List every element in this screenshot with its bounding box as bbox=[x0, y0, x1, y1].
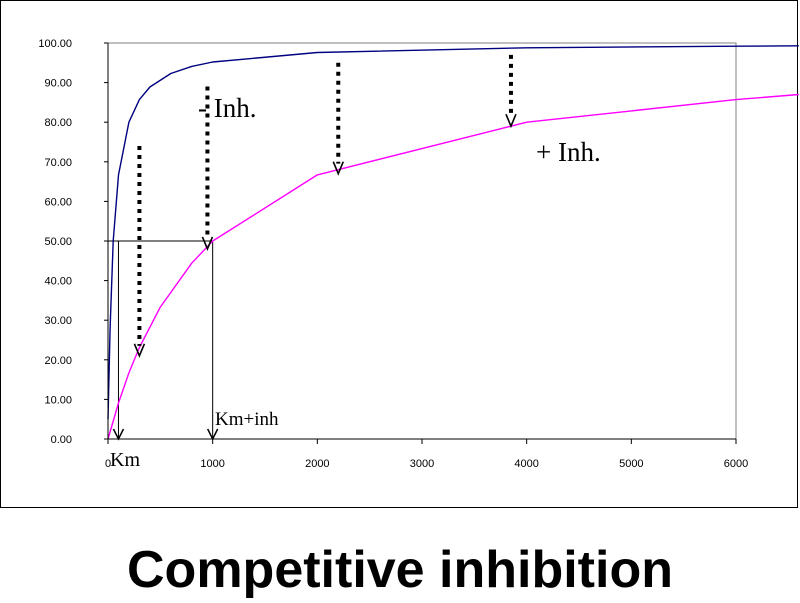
dotted-arrow-head bbox=[332, 161, 345, 176]
dotted-arrow-head bbox=[505, 113, 517, 129]
y-tick-label: 60.00 bbox=[44, 196, 72, 208]
y-tick-label: 10.00 bbox=[44, 394, 72, 406]
slide-caption: Competitive inhibition bbox=[127, 541, 673, 599]
y-tick-label: 90.00 bbox=[44, 78, 72, 90]
annotation-km-inh: Km+inh bbox=[215, 409, 279, 430]
arrows-layer bbox=[133, 54, 517, 358]
y-tick-label: 80.00 bbox=[44, 117, 72, 129]
y-tick-label: 50.00 bbox=[44, 236, 72, 248]
annotation-plus-inh: + Inh. bbox=[536, 137, 601, 167]
competitive-inhibition-chart: 0.00 10.00 20.00 30.00 40.00 50.00 60.00 70.00 8… bbox=[38, 38, 799, 471]
x-tick-label: 2000 bbox=[305, 458, 329, 470]
x-tick-label: 5000 bbox=[619, 458, 643, 470]
y-tick-label: 100.00 bbox=[38, 38, 72, 50]
y-tick-label: 30.00 bbox=[44, 315, 72, 327]
x-tick-label: 4000 bbox=[514, 458, 538, 470]
dotted-arrow-head bbox=[201, 236, 214, 251]
y-tick-label: 0.00 bbox=[51, 434, 72, 446]
chart-frame bbox=[0, 0, 798, 508]
x-tick-label: 3000 bbox=[410, 458, 434, 470]
y-axis: 0.00 10.00 20.00 30.00 40.00 50.00 60.00 70.00 8… bbox=[38, 38, 109, 446]
x-tick-label: 6000 bbox=[724, 458, 748, 470]
guide-lines bbox=[108, 240, 219, 441]
annotation-km: Km bbox=[110, 449, 140, 471]
y-tick-label: 70.00 bbox=[44, 157, 72, 169]
y-tick-label: 20.00 bbox=[44, 355, 72, 367]
series-layer bbox=[107, 45, 799, 440]
series-line-minus-inh bbox=[107, 45, 799, 420]
series-line-plus-inh bbox=[107, 93, 799, 440]
x-tick-label: 0 bbox=[105, 458, 111, 470]
annotation-minus-inh: - Inh. bbox=[198, 93, 256, 123]
x-tick-label: 1000 bbox=[200, 458, 224, 470]
dotted-arrow-head bbox=[133, 343, 146, 358]
x-axis: 0 1000 2000 3000 4000 5000 6000 bbox=[105, 438, 748, 470]
y-tick-label: 40.00 bbox=[44, 276, 72, 288]
